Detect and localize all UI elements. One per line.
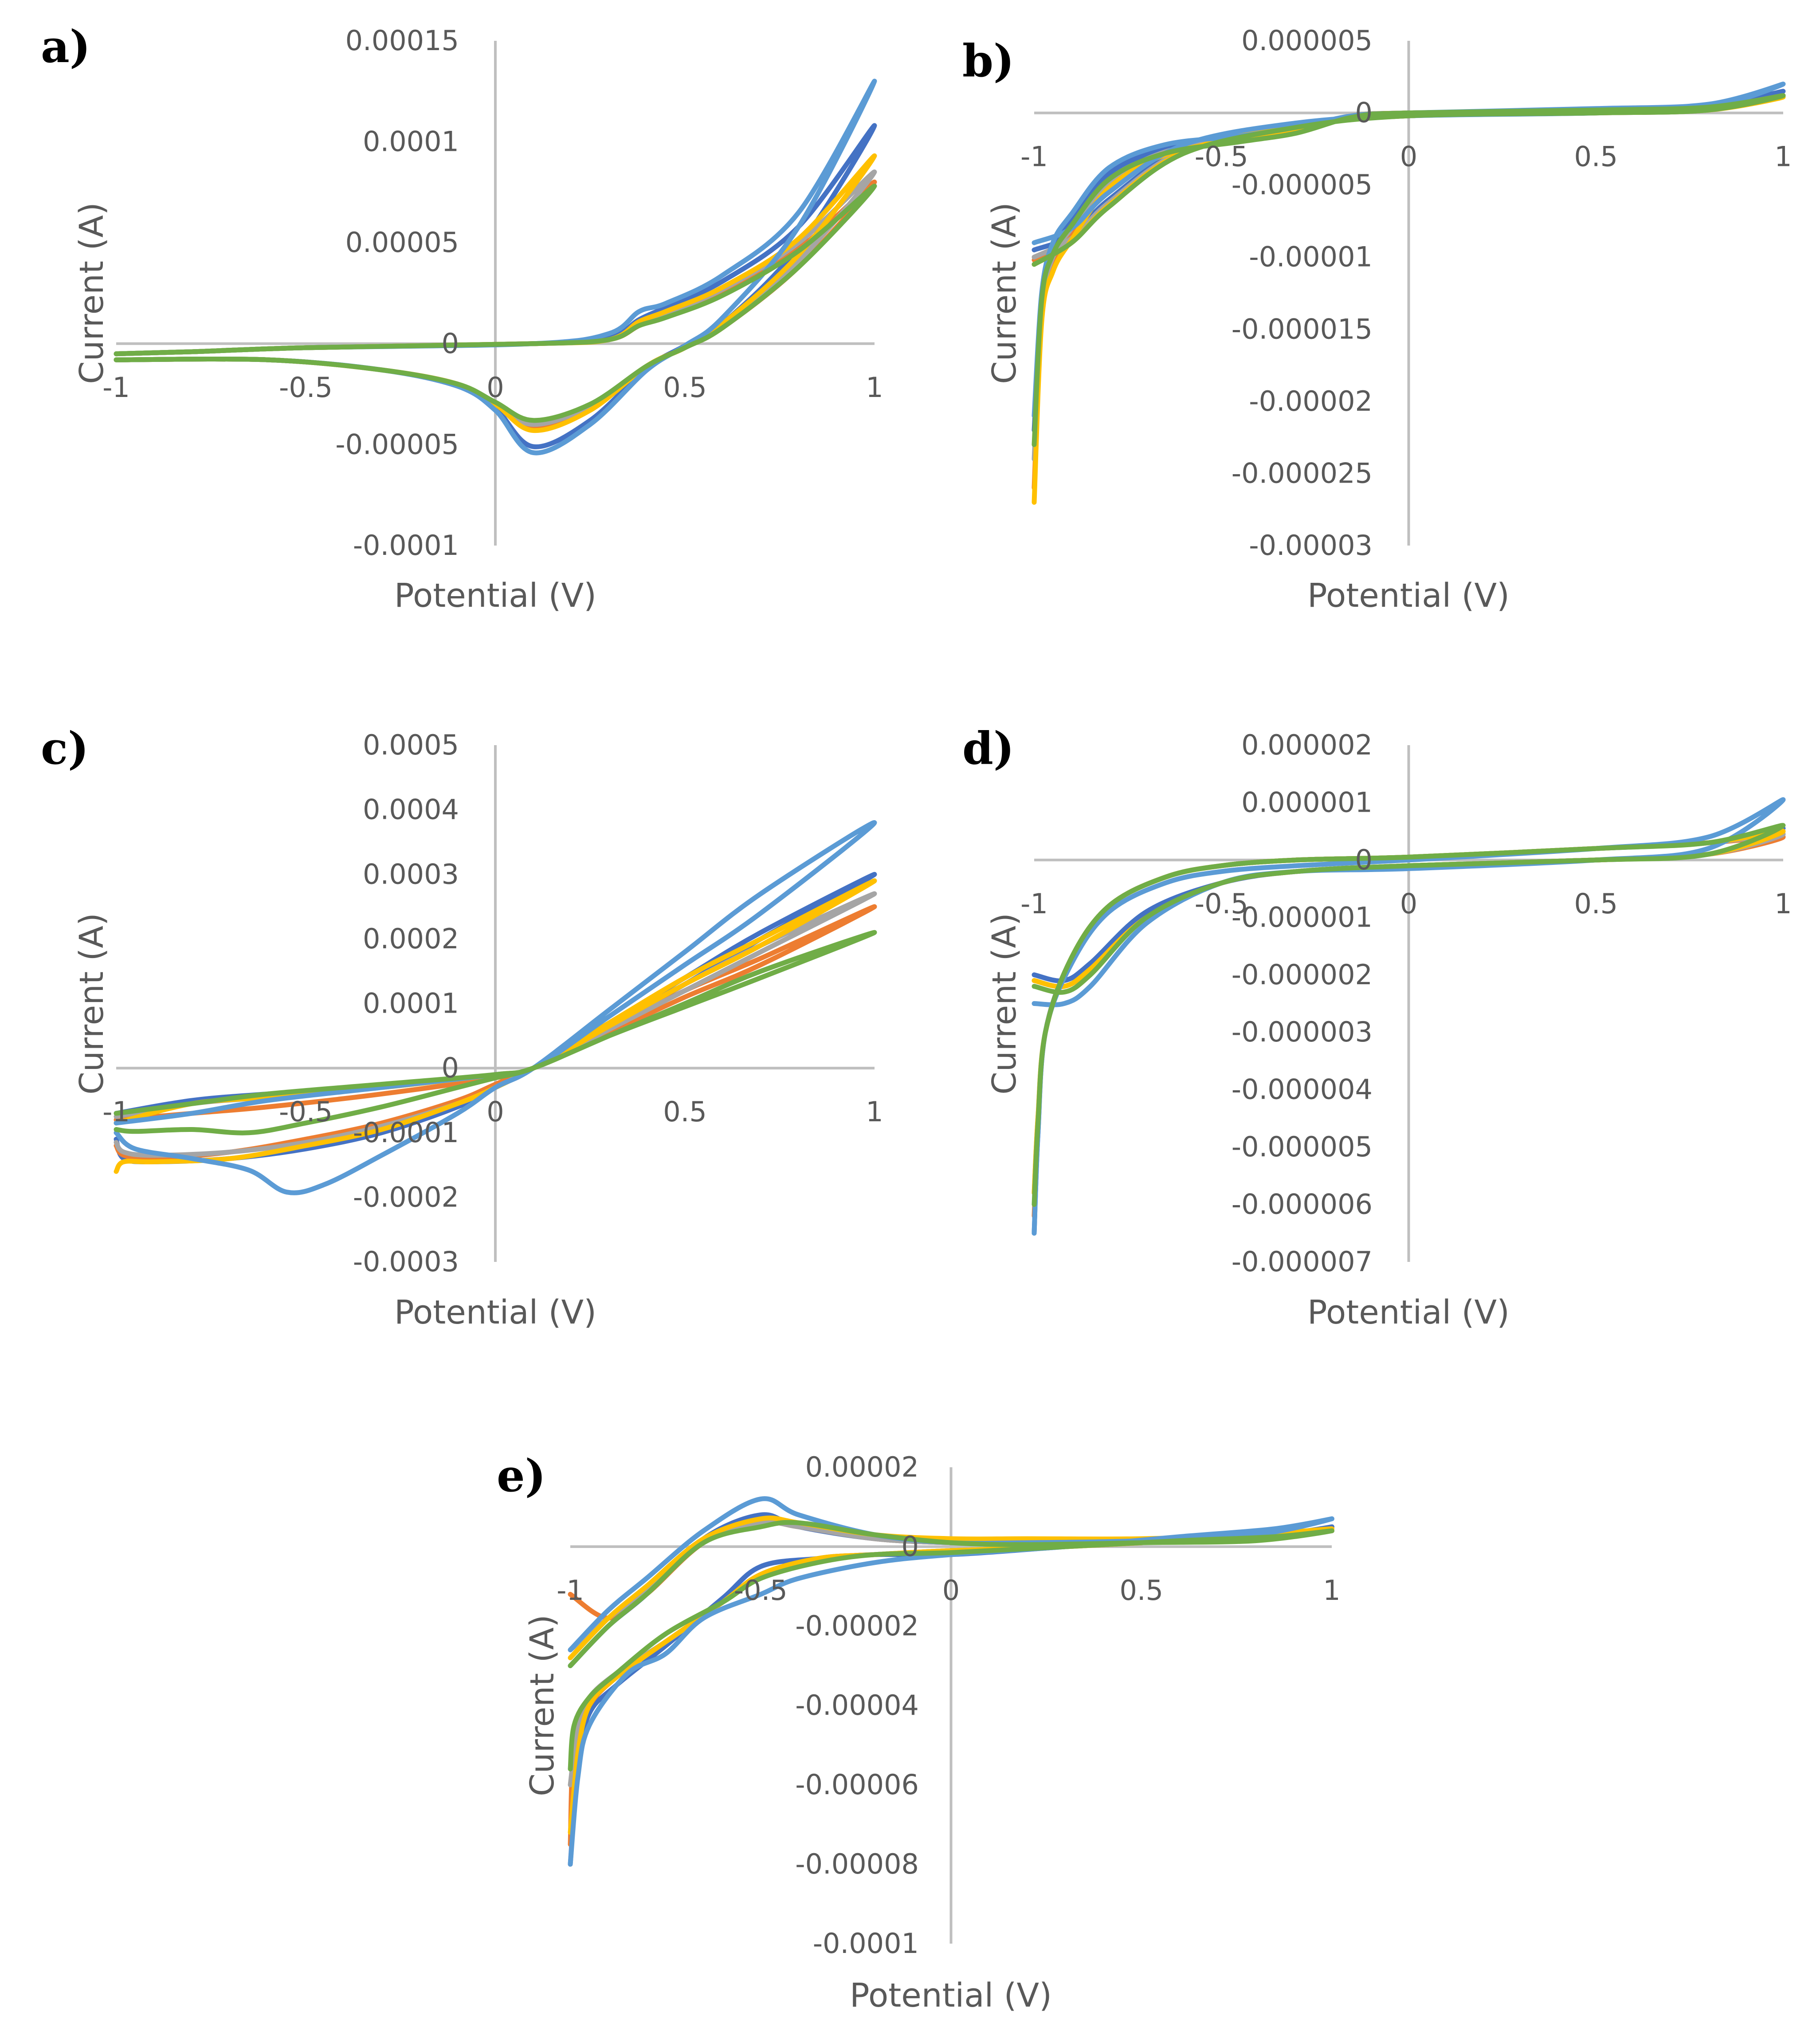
chart-panel-b: b) -0.00003 -0.000025 -0.00002 -0.000015 -0.0… <box>962 24 1792 615</box>
x-tick-label: 0 <box>486 371 504 404</box>
series-line-6 <box>1032 93 1786 447</box>
y-tick-label: -0.0002 <box>353 1181 459 1213</box>
y-tick-label: -0.00006 <box>795 1768 919 1801</box>
series-line-5 <box>568 1496 1334 1867</box>
y-tick-label: -0.00008 <box>795 1848 919 1880</box>
panel-letter: e) <box>497 1450 546 1502</box>
y-tick-label: -0.000005 <box>1232 169 1373 201</box>
y-tick-label: -0.00002 <box>795 1610 919 1642</box>
x-tick-label: 0.5 <box>663 371 707 404</box>
y-tick-label: 0.0004 <box>363 794 459 826</box>
y-tick-label: 0.000001 <box>1241 786 1373 818</box>
chart-panel-e: e) -0.0001 -0.00008 -0.00006 -0.00004 -0.0000… <box>497 1450 1341 2015</box>
x-tick-label: 0.5 <box>1574 888 1618 920</box>
x-tick-label: -1 <box>102 1096 130 1128</box>
y-axis-title: Current (A) <box>73 913 111 1095</box>
y-tick-label: -0.0001 <box>813 1927 919 1960</box>
x-tick-label: -0.5 <box>279 1096 333 1128</box>
y-axis-title: Current (A) <box>985 202 1024 384</box>
y-tick-label: 0 <box>1355 97 1373 129</box>
x-tick-label: 0 <box>942 1574 960 1607</box>
y-axis-title: Current (A) <box>985 913 1024 1095</box>
y-tick-label: -0.000003 <box>1232 1016 1373 1048</box>
x-tick-label: 0.5 <box>663 1096 707 1128</box>
y-tick-label: 0.0003 <box>363 858 459 890</box>
x-axis-title: Potential (V) <box>850 1976 1052 2015</box>
panel-letter: a) <box>41 20 90 73</box>
y-tick-label: 0.0001 <box>363 126 459 158</box>
x-tick-label: 0.5 <box>1574 141 1618 173</box>
y-tick-label: 0 <box>442 1052 459 1084</box>
y-tick-label: 0 <box>1355 844 1373 876</box>
panel-letter: b) <box>962 35 1014 87</box>
panel-letter: c) <box>41 722 89 774</box>
y-tick-label: -0.0003 <box>353 1245 459 1278</box>
panel-letter: d) <box>962 722 1014 774</box>
y-tick-label: -0.00002 <box>1249 385 1373 417</box>
x-tick-label: 0.5 <box>1119 1574 1163 1607</box>
x-tick-label: -1 <box>1020 888 1048 920</box>
x-tick-label: 1 <box>1323 1574 1340 1607</box>
y-tick-label: -0.000025 <box>1232 457 1373 489</box>
y-tick-label: -0.000002 <box>1232 959 1373 991</box>
series-line-6 <box>1032 823 1786 1207</box>
y-tick-label: -0.000005 <box>1232 1131 1373 1163</box>
y-tick-label: -0.00001 <box>1249 241 1373 273</box>
y-tick-label: 0.0002 <box>363 923 459 955</box>
x-axis-title: Potential (V) <box>394 577 596 615</box>
y-tick-label: -0.00003 <box>1249 529 1373 562</box>
y-tick-label: 0 <box>442 327 459 360</box>
y-tick-label: 0.00005 <box>345 226 459 259</box>
x-tick-label: 1 <box>1774 888 1792 920</box>
x-axis-title: Potential (V) <box>394 1293 596 1332</box>
y-tick-label: 0.0005 <box>363 729 459 761</box>
y-tick-label: -0.000006 <box>1232 1188 1373 1221</box>
chart-panel-a: a) -0.0001 -0.00005 0 0.00005 0.0001 0.00015 -1… <box>41 20 883 615</box>
series-line-6 <box>114 184 877 423</box>
y-tick-label: -0.0001 <box>353 1116 459 1149</box>
y-tick-label: -0.000004 <box>1232 1073 1373 1106</box>
y-tick-label: -0.00005 <box>335 428 459 460</box>
y-tick-label: 0.00015 <box>345 24 459 57</box>
chart-panel-c: c) -0.0003 -0.0002 -0.0001 0 0.0001 0.0002 0.00… <box>41 722 883 1332</box>
y-axis-title: Current (A) <box>523 1615 561 1796</box>
x-tick-label: 0 <box>1400 141 1417 173</box>
y-tick-label: -0.000007 <box>1232 1245 1373 1278</box>
y-tick-label: -0.000001 <box>1232 901 1373 933</box>
x-tick-label: 1 <box>1774 141 1792 173</box>
x-tick-label: -0.5 <box>1195 141 1248 173</box>
x-tick-label: -1 <box>102 371 130 404</box>
y-tick-label: 0.0001 <box>363 987 459 1020</box>
y-tick-label: 0.000002 <box>1241 729 1373 761</box>
x-tick-label: -0.5 <box>734 1574 788 1607</box>
x-tick-label: 1 <box>866 371 883 404</box>
y-tick-label: 0 <box>902 1530 919 1563</box>
y-tick-label: -0.00004 <box>795 1689 919 1721</box>
series-line-2 <box>114 904 877 1161</box>
x-tick-label: 0 <box>1400 888 1417 920</box>
x-tick-label: -1 <box>1020 141 1048 173</box>
x-tick-label: -0.5 <box>279 371 333 404</box>
series-line-6 <box>568 1520 1334 1772</box>
y-tick-label: 0.00002 <box>805 1451 919 1483</box>
series-line-6 <box>114 930 877 1135</box>
x-tick-label: -1 <box>557 1574 584 1607</box>
y-tick-label: 0.000005 <box>1241 24 1373 57</box>
chart-panel-d: d) -0.000007 -0.000006 -0.000005 -0.000004 -0… <box>962 722 1792 1332</box>
y-tick-label: -0.0001 <box>353 529 459 562</box>
x-axis-title: Potential (V) <box>1307 577 1510 615</box>
x-tick-label: 0 <box>486 1096 504 1128</box>
x-tick-label: -0.5 <box>1195 888 1248 920</box>
y-tick-label: -0.000015 <box>1232 313 1373 345</box>
x-axis-title: Potential (V) <box>1307 1293 1510 1332</box>
x-tick-label: 1 <box>866 1096 883 1128</box>
y-axis-title: Current (A) <box>73 202 111 384</box>
